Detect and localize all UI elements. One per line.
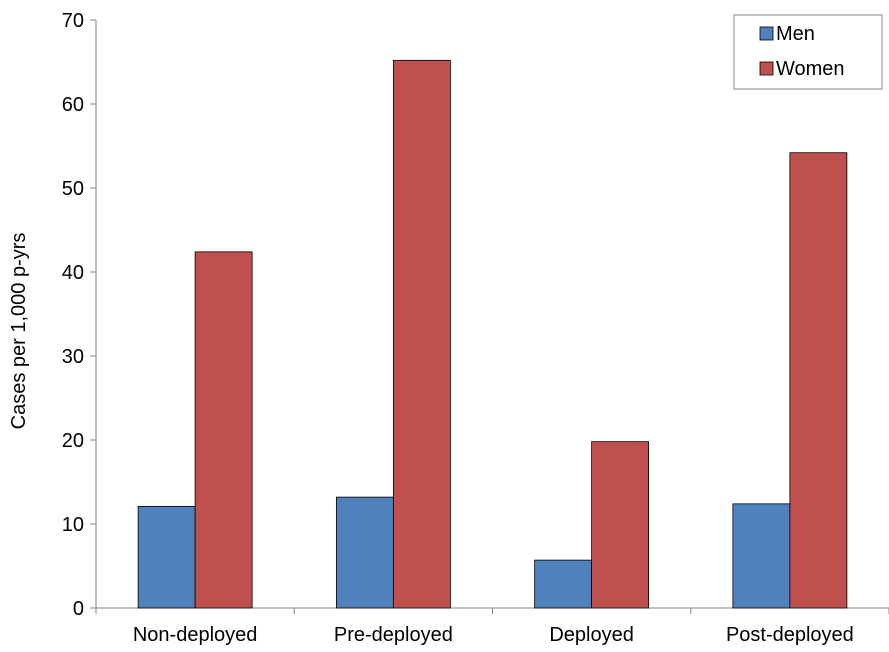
x-category-label: Post-deployed — [726, 624, 854, 646]
legend-label-men: Men — [776, 23, 815, 45]
bars — [137, 59, 848, 609]
legend-label-women: Women — [776, 58, 845, 80]
x-axis: Non-deployed Pre-deployed Deployed Post-dep… — [95, 607, 889, 646]
y-tick-label: 40 — [62, 262, 84, 284]
bar-women — [591, 441, 650, 609]
x-category-label: Pre-deployed — [334, 624, 453, 646]
y-tick-label: 60 — [62, 94, 84, 116]
y-tick-label: 50 — [62, 178, 84, 200]
bar-women — [392, 59, 451, 609]
legend-swatch-women — [759, 61, 774, 76]
bar-men — [335, 496, 394, 609]
legend-swatch-men — [759, 26, 774, 41]
y-tick-label: 30 — [62, 346, 84, 368]
bar-men — [534, 559, 593, 609]
bar-women — [194, 251, 253, 609]
x-category-label: Deployed — [549, 624, 634, 646]
bar-men — [732, 503, 791, 609]
x-category-label: Non-deployed — [133, 624, 258, 646]
bar-men — [137, 505, 196, 609]
legend-box — [733, 14, 883, 90]
y-tick-label: 10 — [62, 514, 84, 536]
y-axis-label: Cases per 1,000 p-yrs — [8, 233, 30, 430]
legend: Men Women — [733, 14, 883, 90]
y-tick-label: 70 — [62, 10, 84, 32]
bar-women — [789, 152, 848, 609]
y-tick-label: 0 — [73, 598, 84, 620]
y-tick-label: 20 — [62, 430, 84, 452]
y-axis: 0 10 20 30 40 50 60 70 — [62, 10, 97, 620]
